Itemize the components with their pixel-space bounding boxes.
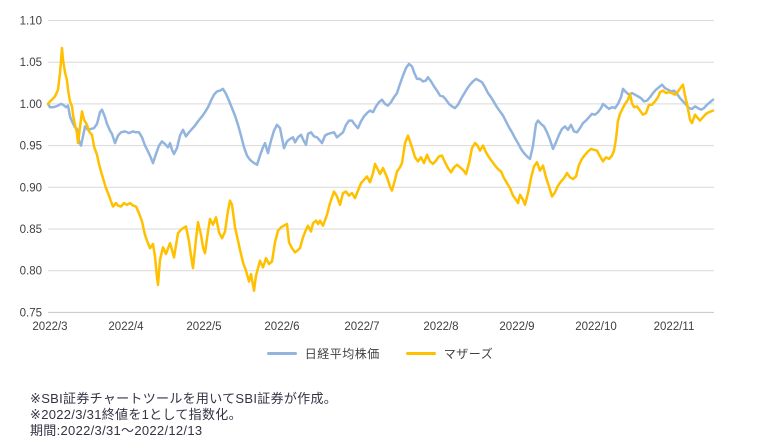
x-axis-tick-label: 2022/7: [344, 321, 379, 333]
legend-item-nikkei: 日経平均株価: [266, 345, 380, 362]
x-axis-tick-label: 2022/6: [264, 321, 299, 333]
y-axis-tick-label: 0.85: [20, 224, 42, 236]
legend-item-mothers: マザーズ: [405, 345, 494, 362]
y-axis-tick-label: 0.75: [20, 307, 42, 319]
nikkei-line-swatch-icon: [266, 351, 297, 355]
x-axis-tick-label: 2022/5: [186, 321, 221, 333]
y-axis-tick-label: 0.80: [20, 266, 42, 278]
mothers-line-swatch-icon: [405, 351, 436, 355]
footnote-source: ※SBI証券チャートツールを用いてSBI証券が作成。: [30, 391, 338, 406]
x-axis-tick-label: 2022/11: [654, 321, 695, 333]
x-axis-tick-label: 2022/8: [423, 321, 458, 333]
mothers-series-line: [46, 46, 715, 292]
x-axis-tick-label: 2022/3: [32, 321, 67, 333]
y-axis-tick-label: 1.05: [20, 57, 42, 69]
legend-label-mothers: マザーズ: [443, 346, 494, 361]
y-axis-tick-label: 0.90: [20, 182, 42, 194]
x-axis-tick-label: 2022/9: [499, 321, 534, 333]
y-axis-tick-label: 0.95: [20, 141, 42, 153]
x-axis-tick-label: 2022/4: [108, 321, 144, 333]
y-axis-tick-label: 1.00: [20, 99, 42, 111]
chart-footnotes: ※SBI証券チャートツールを用いてSBI証券が作成。 ※2022/3/31終値を…: [30, 391, 337, 439]
line-chart-canvas: 1.10 1.05 1.00 0.95 0.90 0.85 0.80 0.75 2022/3 20…: [20, 16, 715, 333]
x-axis-tick-label: 2022/10: [575, 321, 617, 333]
y-axis-tick-label: 1.10: [20, 16, 42, 28]
legend-label-nikkei: 日経平均株価: [304, 346, 380, 361]
chart-legend: 日経平均株価 マザーズ: [0, 344, 760, 362]
nikkei-series-line: [46, 62, 715, 167]
footnote-indexing: ※2022/3/31終値を1として指数化。: [30, 407, 242, 422]
footnote-period: 期間:2022/3/31～2022/12/13: [30, 423, 203, 438]
